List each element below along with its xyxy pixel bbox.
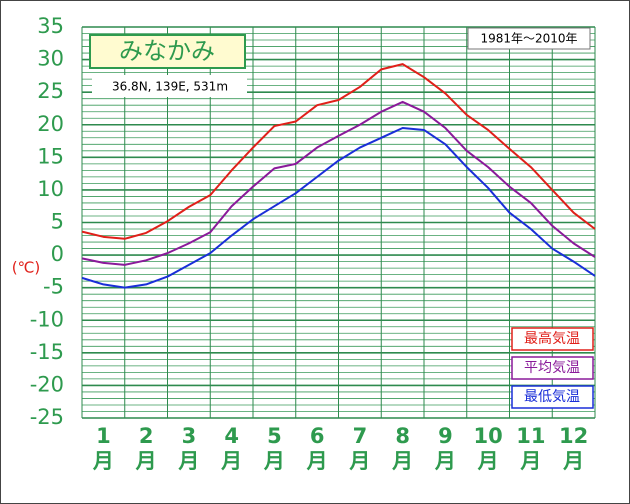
x-tick-label: 8月	[392, 424, 414, 473]
period: 1981年～2010年	[480, 32, 577, 46]
y-tick-label: 20	[37, 112, 64, 136]
series-line	[81, 127, 596, 289]
x-tick-label: 12月	[559, 424, 589, 473]
x-tick-label: 4月	[221, 424, 243, 473]
y-tick-label: 10	[37, 177, 64, 201]
y-tick-label: 35	[37, 14, 64, 38]
y-axis-label: (℃)	[12, 259, 41, 277]
legend-box	[511, 327, 594, 351]
y-tick-label: -5	[43, 275, 64, 299]
legend-label: 最低気温	[524, 389, 580, 405]
x-tick-label: 10月	[473, 424, 503, 473]
grid	[81, 26, 596, 419]
subtitle: 36.8N, 139E, 531m	[112, 80, 228, 94]
y-tick-label: 5	[51, 210, 64, 234]
series-line	[81, 100, 596, 266]
subtitle-box	[92, 75, 247, 97]
x-tick-label: 1月	[92, 424, 114, 473]
y-tick-label: 15	[37, 144, 64, 168]
x-tick-label: 9月	[434, 424, 456, 473]
x-tick-label: 5月	[263, 424, 285, 473]
chart-title: みなかみ	[119, 37, 215, 65]
y-tick-label: -15	[30, 340, 64, 364]
legend-box	[511, 356, 594, 380]
x-tick-label: 2月	[135, 424, 157, 473]
series-line	[81, 63, 596, 240]
y-tick-label: -25	[30, 405, 64, 429]
title-box	[89, 34, 246, 69]
legend-label: 最高気温	[524, 330, 580, 347]
y-tick-label: 0	[51, 242, 64, 266]
x-tick-label: 7月	[349, 424, 371, 473]
legend-label: 平均気温	[524, 360, 580, 376]
period-box	[467, 27, 591, 50]
x-tick-label: 3月	[178, 424, 200, 473]
y-tick-label: 30	[37, 47, 64, 71]
y-tick-label: -20	[30, 372, 64, 396]
legend-box	[511, 385, 594, 409]
x-tick-label: 6月	[306, 424, 328, 473]
y-tick-label: 25	[37, 79, 64, 103]
x-tick-label: 11月	[516, 424, 546, 473]
y-tick-label: -10	[30, 307, 64, 331]
lines	[81, 63, 596, 289]
